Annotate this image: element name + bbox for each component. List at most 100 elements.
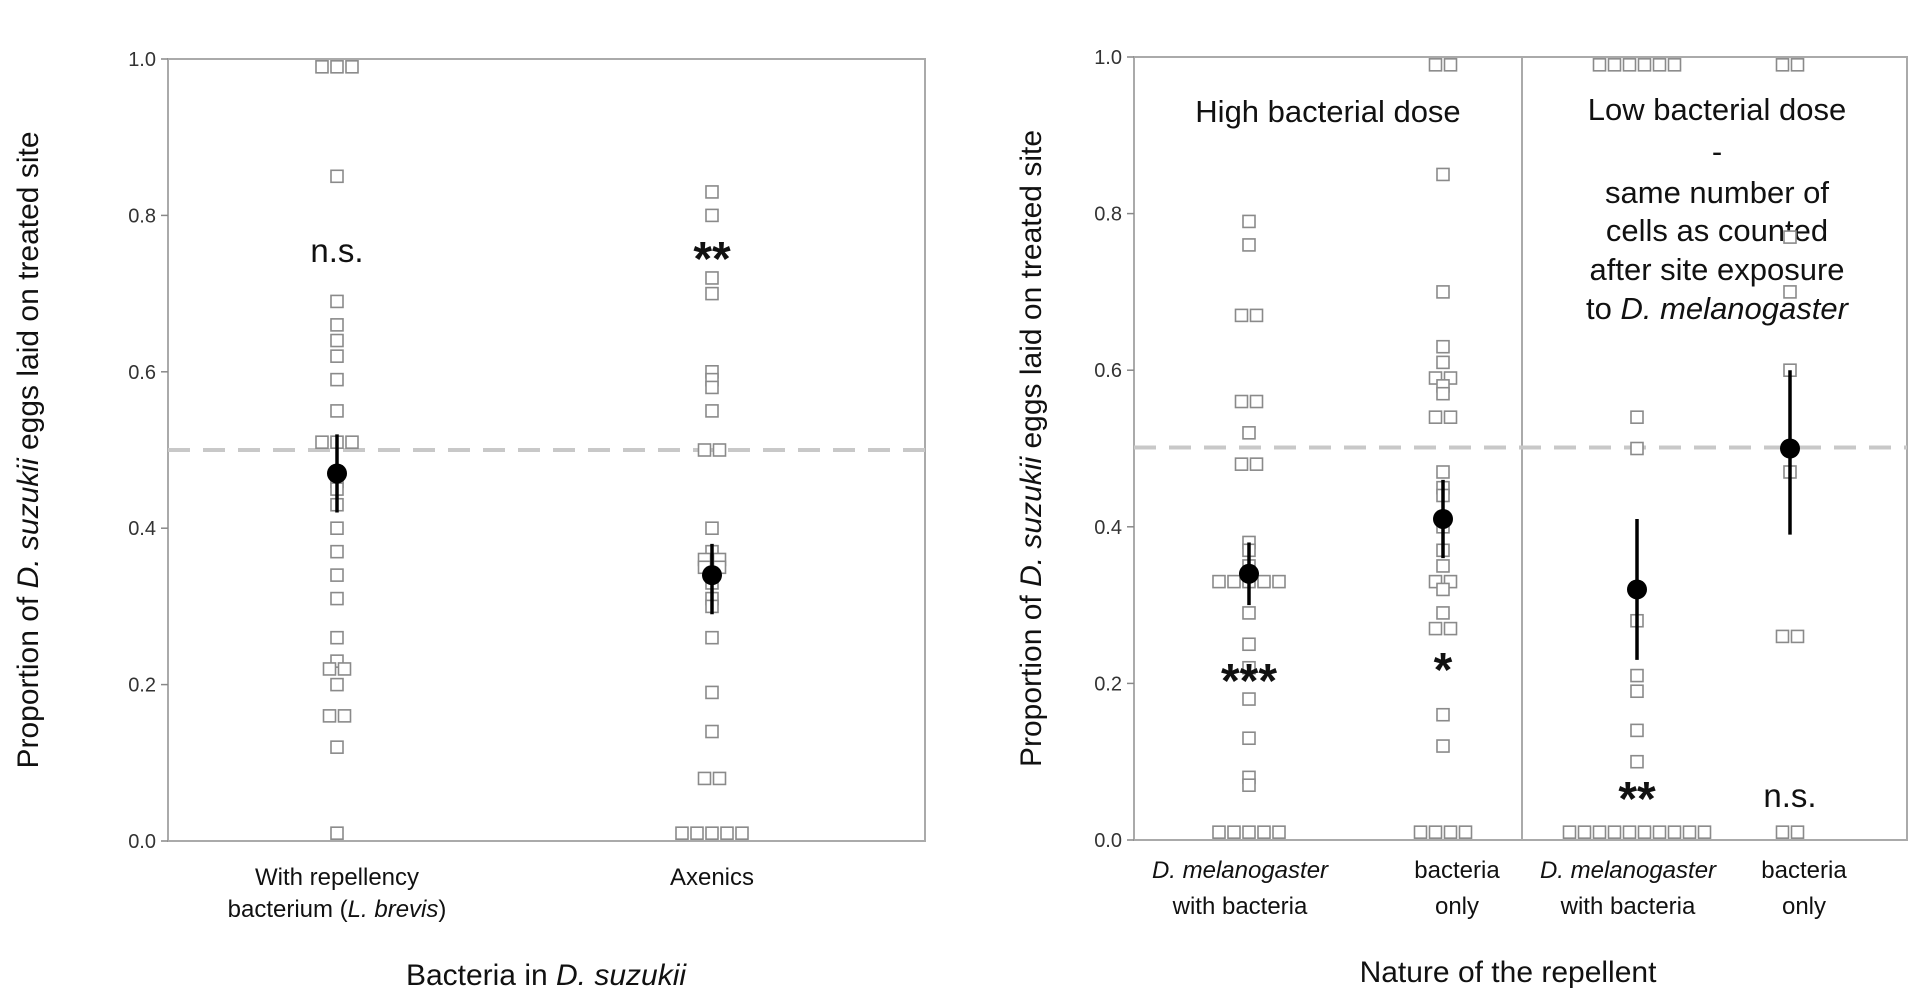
chart1-cat1-point	[1436, 386, 1450, 401]
chart1-cat0-point	[1227, 825, 1241, 839]
chart0-cat0-point	[345, 60, 359, 74]
chart1-cat3-label-line1: bacteria	[1761, 857, 1847, 884]
chart1-cat0-point	[1249, 394, 1264, 409]
chart0-cat1-point	[705, 404, 719, 418]
chart1-cat2-point	[1630, 684, 1644, 699]
chart1-cat1-point	[1458, 825, 1473, 839]
chart0-cat1-point	[705, 286, 719, 301]
chart1-cat2-point	[1630, 441, 1644, 456]
chart0-cat0-point	[330, 677, 344, 692]
chart1-cat0-point	[1242, 660, 1256, 675]
chart1-ytick-label: 0.0	[1094, 830, 1122, 852]
chart0-cat0-point	[337, 662, 352, 676]
chart0-cat1-point	[705, 380, 719, 395]
chart1-cat0-point	[1249, 308, 1264, 323]
chart0-cat0-point	[322, 662, 337, 676]
chart1-cat1-point	[1436, 339, 1450, 354]
chart1-cat2-point	[1667, 58, 1682, 72]
chart1-cat0-point	[1249, 457, 1264, 471]
chart1-cat1-significance-label: *	[1434, 644, 1453, 697]
chart0-cat0-point	[330, 591, 344, 606]
chart1-cat3-point	[1775, 58, 1790, 72]
chart1-cat2-point	[1630, 668, 1644, 683]
chart1-cat3-point	[1790, 58, 1805, 72]
chart1-cat1-point	[1436, 559, 1450, 573]
chart0-cat1-point	[705, 685, 719, 700]
chart1-x-axis-label: Nature of the repellent	[1360, 956, 1658, 989]
chart0-cat0-point	[315, 60, 329, 74]
chart1-cat3-point	[1775, 825, 1790, 839]
chart1-cat0-point	[1242, 692, 1256, 706]
chart1-panel1-title-line5: after site exposure	[1589, 252, 1844, 287]
chart1-cat1-point	[1443, 825, 1458, 839]
chart1-cat0-point	[1242, 426, 1256, 440]
chart1-cat1-point	[1436, 355, 1450, 370]
chart0-cat1-point	[697, 443, 712, 457]
chart0-cat1-point	[705, 724, 719, 739]
chart1-cat2-significance-label: **	[1618, 773, 1656, 826]
chart1-cat1-point	[1436, 707, 1450, 722]
chart1-ytick-label: 0.2	[1094, 673, 1122, 695]
chart1-cat2-label-line1: D. melanogaster	[1540, 857, 1717, 884]
chart0-cat1-point	[705, 826, 719, 840]
chart0-cat0-label-line1: With repellency	[255, 864, 419, 891]
chart1-cat2-point	[1622, 825, 1637, 839]
chart0-cat1-point	[705, 208, 719, 223]
chart1-cat0-point	[1227, 574, 1241, 589]
chart0-cat0-point	[330, 521, 344, 536]
chart1-cat2-point	[1607, 825, 1622, 839]
chart1-cat1-point	[1413, 825, 1428, 839]
chart0-cat1-point	[712, 771, 727, 786]
chart1-cat2-point	[1697, 825, 1712, 839]
chart1-cat2-point	[1607, 58, 1622, 72]
chart1-cat1-point	[1443, 621, 1458, 636]
chart1-cat0-point	[1234, 308, 1249, 323]
chart1-cat0-point	[1242, 637, 1256, 652]
chart1-cat1-point	[1436, 167, 1450, 182]
chart1-y-axis-label: Proportion of D. suzukii eggs laid on tr…	[1015, 130, 1048, 767]
chart1-cat1-point	[1436, 465, 1450, 479]
chart0-cat0-point	[330, 60, 344, 74]
chart1-cat0-point	[1242, 825, 1256, 839]
chart0-cat0-point	[330, 630, 344, 645]
chart1-cat3-point	[1790, 825, 1805, 839]
chart1-cat3-mean-point	[1780, 438, 1800, 459]
chart1-cat2-point	[1562, 825, 1577, 839]
chart1-cat2-point	[1577, 825, 1592, 839]
chart1-cat1-mean-point	[1433, 508, 1453, 529]
chart1-cat2-point	[1637, 825, 1652, 839]
chart1-ytick-label: 0.8	[1094, 204, 1122, 226]
chart0-cat0-point	[330, 568, 344, 582]
chart1-ytick-label: 1.0	[1094, 47, 1122, 69]
chart0-ytick-label: 0.2	[128, 675, 156, 697]
chart1-cat1-point	[1436, 606, 1450, 620]
chart0-cat0-point	[330, 349, 344, 363]
chart0-cat1-significance-label: **	[693, 233, 731, 286]
chart1-cat2-point	[1637, 58, 1652, 72]
chart1-cat0-point	[1234, 394, 1249, 409]
chart0-cat0-point	[322, 709, 337, 723]
chart0-cat1-point	[675, 826, 689, 840]
chart0-ytick-label: 0.4	[128, 518, 156, 540]
chart1-cat1-point	[1436, 285, 1450, 299]
chart0-cat1-point	[705, 271, 719, 285]
chart1-cat0-point	[1212, 825, 1226, 839]
chart1-cat0-point	[1272, 574, 1286, 589]
chart1-cat0-point	[1242, 731, 1256, 746]
chart1-cat2-label-line2: with bacteria	[1560, 893, 1696, 920]
chart1-cat3-point	[1790, 629, 1805, 644]
chart0-cat0-point	[330, 544, 344, 559]
chart1-cat0-point	[1242, 778, 1256, 792]
chart1-cat3-label-line2: only	[1782, 893, 1826, 920]
chart1-panel1-title-line2: -	[1712, 134, 1722, 169]
chart1-cat1-label-line2: only	[1435, 893, 1479, 920]
chart1-cat1-point	[1436, 582, 1450, 597]
chart0-cat1-point	[712, 443, 727, 457]
chart1-cat1-label-line1: bacteria	[1414, 857, 1500, 884]
chart0-cat1-point	[690, 826, 704, 840]
chart1-cat0-point	[1242, 238, 1256, 252]
chart1-cat0-significance-label: ***	[1221, 655, 1277, 708]
chart0-cat0-significance-label: n.s.	[310, 232, 363, 269]
chart1-cat1-point	[1428, 410, 1443, 424]
chart0-cat0-point	[345, 435, 359, 449]
